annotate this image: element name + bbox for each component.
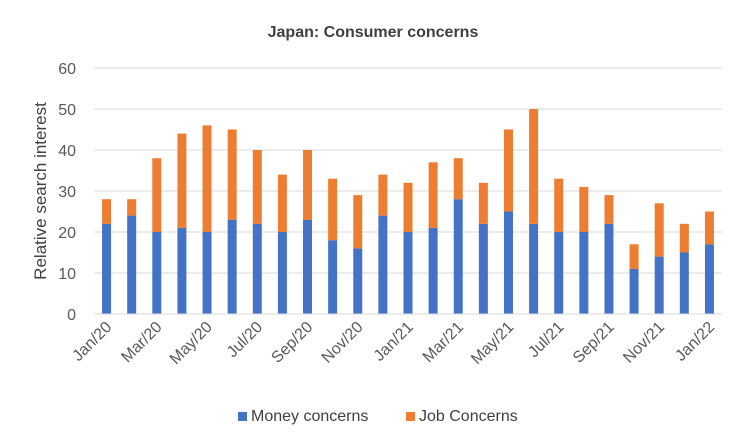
- x-tick-label: May/21: [468, 319, 517, 368]
- legend-swatch: [406, 412, 415, 421]
- y-axis-label: Relative search interest: [31, 102, 50, 280]
- x-tick-label: Sep/20: [268, 319, 316, 367]
- x-tick-label: May/20: [167, 319, 216, 368]
- bar-money-concerns: [503, 211, 513, 314]
- bar-job-concerns: [177, 133, 187, 228]
- bar-money-concerns: [378, 215, 388, 314]
- bar-money-concerns: [529, 223, 539, 314]
- bar-job-concerns: [503, 129, 513, 212]
- bar-money-concerns: [252, 223, 262, 314]
- bar-money-concerns: [152, 232, 162, 314]
- bar-money-concerns: [102, 223, 112, 314]
- bar-money-concerns: [554, 232, 564, 314]
- legend-label: Money concerns: [251, 408, 368, 425]
- x-tick-label: Nov/21: [620, 319, 668, 367]
- bar-job-concerns: [303, 150, 313, 220]
- x-tick-label: Jan/20: [69, 319, 115, 365]
- bar-money-concerns: [303, 219, 313, 314]
- bar-job-concerns: [127, 199, 137, 216]
- y-tick-label: 60: [58, 61, 76, 78]
- bar-job-concerns: [629, 244, 639, 269]
- x-tick-label: Jan/22: [672, 319, 718, 365]
- bar-money-concerns: [277, 232, 287, 314]
- bar-job-concerns: [529, 109, 539, 224]
- bar-money-concerns: [579, 232, 589, 314]
- x-tick-label: Jul/20: [224, 319, 266, 361]
- bar-money-concerns: [177, 227, 187, 314]
- bar-job-concerns: [428, 162, 438, 228]
- x-tick-label: Mar/21: [420, 319, 467, 366]
- bar-job-concerns: [277, 174, 287, 232]
- bar-job-concerns: [554, 178, 564, 232]
- legend-swatch: [238, 412, 247, 421]
- y-tick-label: 10: [58, 266, 76, 283]
- bar-job-concerns: [654, 203, 664, 257]
- legend: Money concerns Job Concerns: [238, 408, 518, 425]
- legend-label: Job Concerns: [419, 408, 518, 425]
- x-tick-label: Mar/20: [118, 319, 165, 366]
- bars: [102, 109, 714, 314]
- bar-money-concerns: [202, 232, 212, 314]
- bar-job-concerns: [152, 158, 162, 232]
- bar-job-concerns: [403, 182, 413, 232]
- bar-money-concerns: [453, 199, 463, 314]
- bar-money-concerns: [428, 227, 438, 314]
- bar-job-concerns: [453, 158, 463, 200]
- bar-job-concerns: [202, 125, 212, 232]
- y-tick-label: 50: [58, 102, 76, 119]
- bar-money-concerns: [704, 244, 714, 314]
- bar-job-concerns: [353, 195, 363, 249]
- bar-money-concerns: [403, 232, 413, 314]
- chart-title: Japan: Consumer concerns: [268, 24, 479, 41]
- y-tick-label: 20: [58, 225, 76, 242]
- x-tick-label: Jul/21: [525, 319, 567, 361]
- bar-money-concerns: [328, 240, 338, 314]
- bar-job-concerns: [102, 199, 112, 224]
- bar-job-concerns: [328, 178, 338, 241]
- bar-money-concerns: [127, 215, 137, 314]
- bar-job-concerns: [252, 150, 262, 224]
- bar-job-concerns: [227, 129, 237, 220]
- y-tick-label: 30: [58, 184, 76, 201]
- y-axis-ticks: 0 10 20 30 40 50 60: [58, 61, 76, 324]
- bar-money-concerns: [227, 219, 237, 314]
- x-tick-label: Nov/20: [319, 319, 367, 367]
- bar-job-concerns: [604, 195, 614, 224]
- y-tick-label: 0: [67, 307, 76, 324]
- x-tick-label: Jan/21: [371, 319, 417, 365]
- bar-job-concerns: [478, 182, 488, 224]
- bar-money-concerns: [353, 248, 363, 314]
- bar-money-concerns: [604, 223, 614, 314]
- bar-job-concerns: [704, 211, 714, 245]
- bar-job-concerns: [679, 223, 689, 253]
- bar-money-concerns: [679, 252, 689, 314]
- x-tick-label: Sep/21: [570, 319, 618, 367]
- x-axis-ticks: Jan/20 Mar/20 May/20 Jul/20 Sep/20 Nov/20 Jan/…: [69, 313, 722, 368]
- bar-money-concerns: [629, 268, 639, 314]
- bar-job-concerns: [579, 186, 589, 232]
- bar-money-concerns: [654, 256, 664, 314]
- y-tick-label: 40: [58, 143, 76, 160]
- bar-money-concerns: [478, 223, 488, 314]
- bar-job-concerns: [378, 174, 388, 216]
